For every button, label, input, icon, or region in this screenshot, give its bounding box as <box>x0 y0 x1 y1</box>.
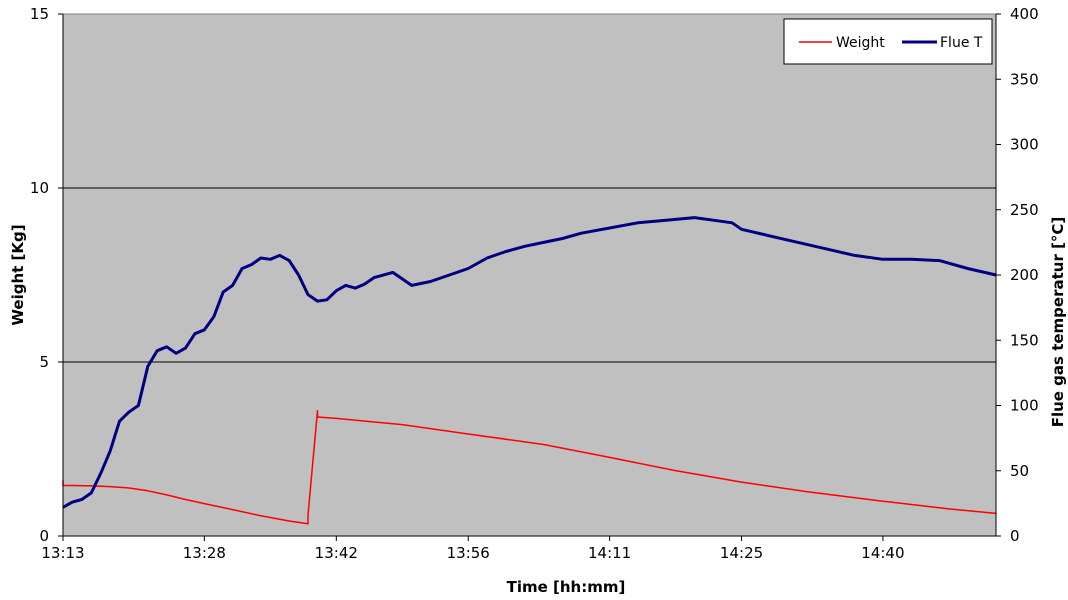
x-tick-label: 14:40 <box>861 544 904 562</box>
left-tick-label: 15 <box>30 5 49 23</box>
right-tick-label: 250 <box>1010 201 1039 219</box>
right-tick-label: 300 <box>1010 136 1039 154</box>
series-layer <box>62 216 997 525</box>
plot-area <box>62 13 997 537</box>
x-tick-label: 13:28 <box>183 544 226 562</box>
series-line-weight <box>62 409 997 525</box>
right-tick-label: 50 <box>1010 462 1029 480</box>
legend-label-weight: Weight <box>836 35 885 51</box>
series-line-flue-t <box>62 216 997 509</box>
left-y-axis-ticks: 0 5 10 15 <box>30 5 63 545</box>
right-y-axis-ticks: 0 50 100 150 200 250 300 350 400 <box>996 5 1039 545</box>
x-axis-title: Time [hh:mm] <box>507 578 626 596</box>
right-tick-label: 400 <box>1010 5 1039 23</box>
left-tick-label: 0 <box>39 527 49 545</box>
x-axis-ticks: 13:13 13:28 13:42 13:56 14:11 14:25 14:40 <box>41 536 905 562</box>
x-tick-label: 13:42 <box>315 544 358 562</box>
right-tick-label: 350 <box>1010 70 1039 88</box>
x-tick-label: 14:25 <box>720 544 763 562</box>
x-tick-label: 13:13 <box>41 544 84 562</box>
left-y-axis-title: Weight [Kg] <box>9 224 27 325</box>
legend-label-flue-t: Flue T <box>940 35 983 51</box>
gridlines <box>63 187 996 363</box>
right-y-axis-title: Flue gas temperatur [°C] <box>1049 217 1067 428</box>
x-tick-label: 13:56 <box>447 544 490 562</box>
legend: Weight Flue T <box>783 18 993 65</box>
right-tick-label: 0 <box>1010 527 1020 545</box>
left-tick-label: 10 <box>30 179 49 197</box>
right-tick-label: 100 <box>1010 397 1039 415</box>
x-tick-label: 14:11 <box>588 544 631 562</box>
left-tick-label: 5 <box>39 353 49 371</box>
right-tick-label: 150 <box>1010 331 1039 349</box>
right-tick-label: 200 <box>1010 266 1039 284</box>
